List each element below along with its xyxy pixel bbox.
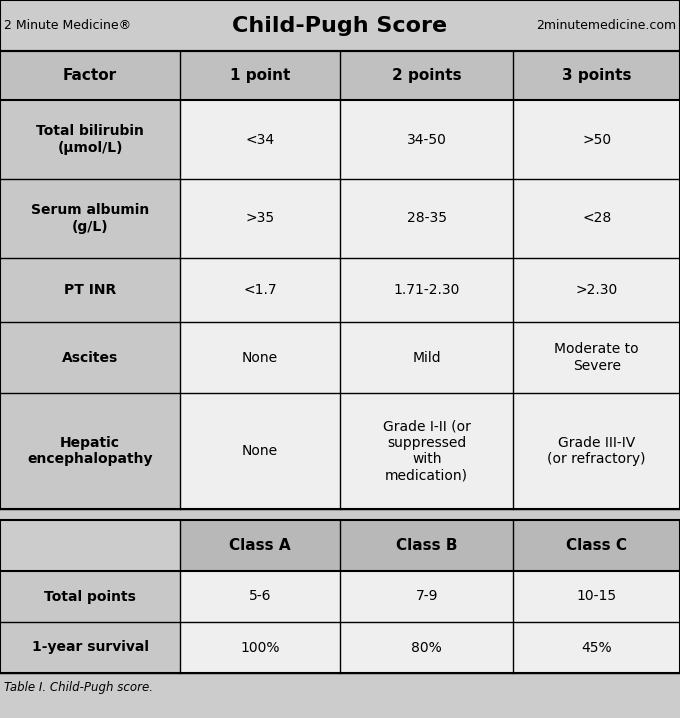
Text: Ascites: Ascites (62, 350, 118, 365)
Text: 10-15: 10-15 (577, 589, 617, 604)
Text: PT INR: PT INR (64, 283, 116, 297)
Text: 28-35: 28-35 (407, 212, 447, 225)
Bar (513, 179, 680, 258)
Bar (180, 258, 340, 322)
Bar (340, 100, 513, 179)
Bar (180, 322, 340, 393)
Bar (513, 520, 680, 571)
Text: >2.30: >2.30 (575, 283, 618, 297)
Text: None: None (242, 444, 278, 458)
Bar (180, 100, 340, 179)
Bar (0, 179, 180, 258)
Text: 1.71-2.30: 1.71-2.30 (394, 283, 460, 297)
Text: Table I. Child-Pugh score.: Table I. Child-Pugh score. (4, 681, 153, 694)
Bar (0, 322, 180, 393)
Text: Class A: Class A (229, 538, 291, 553)
Text: 5-6: 5-6 (249, 589, 271, 604)
Bar (513, 571, 680, 622)
Bar (513, 100, 680, 179)
Bar (513, 393, 680, 509)
Bar (0, 520, 180, 571)
Text: 1 point: 1 point (230, 68, 290, 83)
Text: Grade I-II (or
suppressed
with
medication): Grade I-II (or suppressed with medicatio… (383, 420, 471, 482)
Text: >50: >50 (582, 133, 611, 146)
Text: 34-50: 34-50 (407, 133, 447, 146)
Text: None: None (242, 350, 278, 365)
Bar (340, 393, 513, 509)
Bar (180, 179, 340, 258)
Text: <28: <28 (582, 212, 611, 225)
Bar (340, 258, 513, 322)
Bar (180, 520, 340, 571)
Bar (340, 622, 513, 673)
Bar (0, 393, 180, 509)
Text: Serum albumin
(g/L): Serum albumin (g/L) (31, 203, 149, 233)
Text: 2 points: 2 points (392, 68, 462, 83)
Text: >35: >35 (245, 212, 275, 225)
Text: Mild: Mild (412, 350, 441, 365)
Bar (513, 322, 680, 393)
Text: Total bilirubin
(μmol/L): Total bilirubin (μmol/L) (36, 124, 144, 154)
Bar (180, 393, 340, 509)
Text: <34: <34 (245, 133, 275, 146)
Bar (0, 622, 180, 673)
Text: 80%: 80% (411, 640, 442, 655)
Bar (0, 571, 180, 622)
Bar (0, 100, 180, 179)
Text: 100%: 100% (240, 640, 280, 655)
Text: 7-9: 7-9 (415, 589, 438, 604)
Text: 45%: 45% (581, 640, 612, 655)
Bar (340, 179, 513, 258)
Text: Total points: Total points (44, 589, 136, 604)
Bar (340, 520, 513, 571)
Text: Hepatic
encephalopathy: Hepatic encephalopathy (27, 436, 153, 466)
Bar (0, 51, 680, 100)
Bar (0, 258, 180, 322)
Text: Factor: Factor (63, 68, 117, 83)
Text: Child-Pugh Score: Child-Pugh Score (233, 16, 447, 35)
Text: Class C: Class C (566, 538, 627, 553)
Text: 2minutemedicine.com: 2minutemedicine.com (536, 19, 676, 32)
Text: <1.7: <1.7 (243, 283, 277, 297)
Text: Moderate to
Severe: Moderate to Severe (554, 342, 639, 373)
Bar (513, 622, 680, 673)
Text: 1-year survival: 1-year survival (31, 640, 149, 655)
Text: 3 points: 3 points (562, 68, 632, 83)
Bar (0, 0, 680, 51)
Text: Grade III-IV
(or refractory): Grade III-IV (or refractory) (547, 436, 646, 466)
Text: 2 Minute Medicine®: 2 Minute Medicine® (4, 19, 131, 32)
Bar (340, 322, 513, 393)
Bar (340, 571, 513, 622)
Bar (180, 571, 340, 622)
Bar (180, 622, 340, 673)
Bar (513, 258, 680, 322)
Text: Class B: Class B (396, 538, 458, 553)
